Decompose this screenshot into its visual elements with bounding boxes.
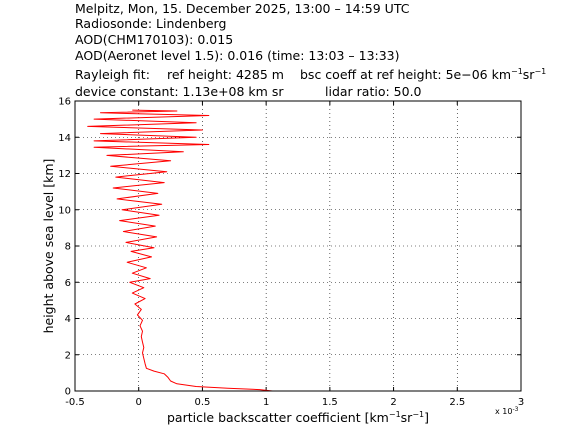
x-tick-label: 1.5 — [322, 397, 338, 408]
header-aod-aeronet: AOD(Aeronet level 1.5): 0.016 (time: 13:… — [75, 48, 400, 63]
x-tick-label: 2 — [390, 397, 396, 408]
x-tick-label: 0 — [136, 397, 142, 408]
header-device-constant: device constant: 1.13e+08 km sr — [75, 84, 284, 99]
y-tick-label: 12 — [58, 169, 71, 180]
y-tick-label: 10 — [58, 205, 71, 216]
header-title: Melpitz, Mon, 15. December 2025, 13:00 –… — [75, 1, 410, 16]
header-aod-chm: AOD(CHM170103): 0.015 — [75, 32, 233, 47]
data-series — [87, 109, 273, 392]
x-tick-label: 3 — [518, 397, 524, 408]
x-tick-label: 2.5 — [449, 397, 465, 408]
plot-frame — [74, 100, 522, 392]
header-ref-height: ref height: 4285 m — [167, 67, 284, 82]
y-tick-label: 8 — [65, 242, 71, 253]
y-tick-label: 16 — [58, 97, 71, 108]
y-tick-label: 0 — [65, 387, 71, 398]
x-tick-label: -0.5 — [65, 397, 85, 408]
x-axis-label: particle backscatter coefficient [km−1sr… — [167, 410, 429, 425]
y-tick-label: 2 — [65, 350, 71, 361]
header-bsc-coeff: bsc coeff at ref height: 5e−06 km−1sr−1 — [300, 67, 546, 82]
y-tick-label: 14 — [58, 133, 71, 144]
header-lidar-ratio: lidar ratio: 50.0 — [325, 84, 422, 99]
header-radiosonde: Radiosonde: Lindenberg — [75, 16, 226, 31]
y-tick-labels: 0 2 4 6 8 10 12 14 16 — [58, 97, 71, 398]
plot-area — [75, 101, 521, 391]
series-line-0 — [87, 109, 273, 392]
x-tick-label: 0.5 — [194, 397, 210, 408]
x-axis-multiplier: x 10-3 — [495, 406, 519, 416]
y-tick-label: 6 — [65, 278, 71, 289]
x-tick-label: 1 — [263, 397, 269, 408]
x-tick-labels: -0.5 0 0.5 1 1.5 2 2.5 3 — [65, 397, 524, 408]
y-tick-label: 4 — [65, 314, 71, 325]
header-rayleigh-label: Rayleigh fit: — [75, 67, 150, 82]
y-axis-label: height above sea level [km] — [41, 159, 56, 334]
